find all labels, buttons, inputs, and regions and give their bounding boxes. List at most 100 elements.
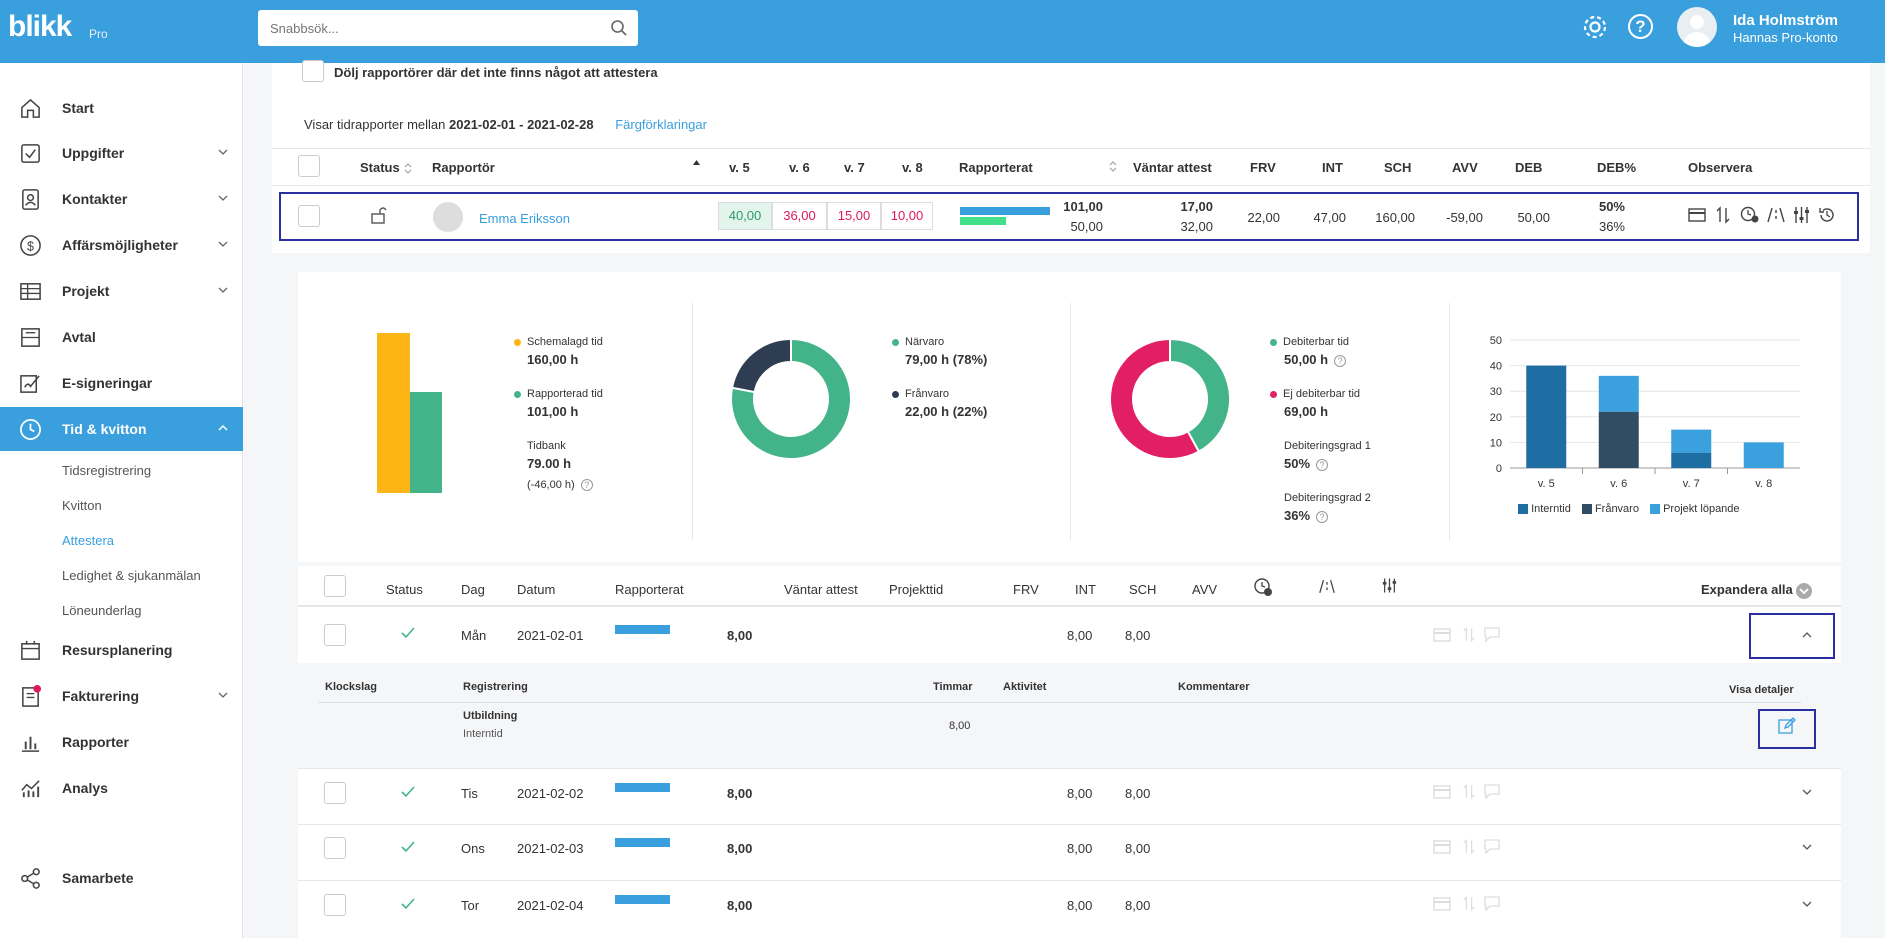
col-v8[interactable]: v. 8 <box>902 160 923 175</box>
row-checkbox[interactable] <box>298 205 320 227</box>
col-status[interactable]: Status <box>360 160 412 175</box>
sort-icon[interactable] <box>1109 161 1117 172</box>
distance-icon[interactable] <box>1766 207 1786 223</box>
day-row[interactable] <box>298 606 1841 663</box>
sidebar-sub-ledighet[interactable]: Ledighet & sjukanmälan <box>62 568 201 583</box>
sidebar-item-affarsmojligheter[interactable]: $ Affärsmöjligheter <box>0 223 243 267</box>
adjust-icon[interactable] <box>1793 206 1810 224</box>
hide-reporters-checkbox[interactable] <box>302 60 324 82</box>
search-input[interactable] <box>258 10 588 46</box>
week-cell[interactable]: 10,00 <box>881 202 933 230</box>
adjust-icon[interactable] <box>1382 577 1397 594</box>
day-row[interactable] <box>298 824 1841 880</box>
col-observera[interactable]: Observera <box>1688 160 1753 175</box>
sidebar-item-rapporter[interactable]: Rapporter <box>0 720 243 764</box>
day-row[interactable] <box>298 880 1841 938</box>
help-icon[interactable]: ? <box>1316 510 1329 523</box>
sidebar-sub-loneunderlag[interactable]: Löneunderlag <box>62 603 142 618</box>
logo[interactable]: blikk <box>8 10 72 43</box>
help-icon[interactable]: ? <box>1316 458 1329 471</box>
avatar[interactable] <box>1677 7 1717 47</box>
week-cell[interactable]: 40,00 <box>718 202 772 230</box>
day-col-dag[interactable]: Dag <box>461 582 485 597</box>
col-rapporterat[interactable]: Rapporterat <box>959 160 1033 175</box>
day-col-vantar-attest[interactable]: Väntar attest <box>784 582 858 597</box>
sidebar-item-e-signeringar[interactable]: E-signeringar <box>0 361 243 405</box>
help-icon[interactable]: ? <box>580 479 593 492</box>
day-col-frv[interactable]: FRV <box>1013 582 1039 597</box>
week-cell[interactable]: 15,00 <box>827 202 881 230</box>
history-icon[interactable] <box>1818 206 1836 224</box>
edit-registration-button[interactable] <box>1758 709 1816 749</box>
day-row-checkbox[interactable] <box>324 782 346 804</box>
col-frv[interactable]: FRV <box>1250 160 1276 175</box>
swap-icon[interactable] <box>1715 206 1731 224</box>
reporter-row[interactable] <box>279 192 1859 241</box>
col-debp[interactable]: DEB% <box>1597 160 1637 175</box>
help-icon[interactable]: ? <box>1628 14 1653 39</box>
sidebar-item-avtal[interactable]: Avtal <box>0 315 243 359</box>
sidebar-item-label: Samarbete <box>62 870 134 886</box>
col-rapportor[interactable]: Rapportör <box>432 160 495 175</box>
search-box[interactable] <box>258 10 638 46</box>
sidebar-item-tid-kvitton[interactable]: Tid & kvitton <box>0 407 243 451</box>
sidebar-item-projekt[interactable]: Projekt <box>0 269 243 313</box>
day-row-checkbox[interactable] <box>324 837 346 859</box>
expand-all-button[interactable]: Expandera alla <box>1701 582 1813 599</box>
chevron-down-icon[interactable] <box>1802 843 1812 851</box>
user-name[interactable]: Ida Holmström <box>1733 12 1839 29</box>
select-all-checkbox[interactable] <box>298 155 320 177</box>
rate1-value-text: 50% <box>1284 456 1311 471</box>
col-v5[interactable]: v. 5 <box>729 160 750 175</box>
week-cell[interactable]: 36,00 <box>772 202 827 230</box>
sidebar-sub-kvitton[interactable]: Kvitton <box>62 498 102 513</box>
col-deb[interactable]: DEB <box>1515 160 1543 175</box>
col-vantar-attest[interactable]: Väntar attest <box>1133 160 1212 175</box>
col-sch[interactable]: SCH <box>1384 160 1412 175</box>
unlock-icon[interactable] <box>370 205 390 225</box>
clock-add-icon[interactable] <box>1740 206 1760 224</box>
col-v6[interactable]: v. 6 <box>789 160 810 175</box>
sidebar-item-label: Projekt <box>62 283 110 299</box>
day-col-avv[interactable]: AVV <box>1192 582 1218 597</box>
collapse-row-button[interactable] <box>1749 613 1835 659</box>
day-row[interactable] <box>298 768 1841 824</box>
col-v7[interactable]: v. 7 <box>844 160 865 175</box>
col-avv[interactable]: AVV <box>1452 160 1478 175</box>
days-select-all-checkbox[interactable] <box>324 575 346 597</box>
card-icon[interactable] <box>1688 208 1706 222</box>
reporter-name[interactable]: Emma Eriksson <box>479 211 571 226</box>
color-legend-link[interactable]: Färgförklaringar <box>615 117 707 132</box>
sidebar-sub-attestera[interactable]: Attestera <box>62 533 115 548</box>
sort-asc-icon[interactable] <box>692 158 701 167</box>
day-col-status[interactable]: Status <box>386 582 423 597</box>
sidebar-item-uppgifter[interactable]: Uppgifter <box>0 131 243 175</box>
day-col-sch[interactable]: SCH <box>1129 582 1157 597</box>
sidebar-item-start[interactable]: Start <box>0 86 243 130</box>
day-col-projekttid[interactable]: Projekttid <box>889 582 944 597</box>
gear-icon[interactable] <box>1581 13 1609 41</box>
user-account[interactable]: Hannas Pro-konto <box>1733 30 1838 45</box>
day-row-checkbox[interactable] <box>324 624 346 646</box>
day-col-int[interactable]: INT <box>1075 582 1096 597</box>
clock-add-icon[interactable] <box>1253 577 1273 597</box>
sidebar-item-resursplanering[interactable]: Resursplanering <box>0 628 243 672</box>
sidebar-item-fakturering[interactable]: Fakturering <box>0 674 243 718</box>
sidebar-sub-tidsregistrering[interactable]: Tidsregistrering <box>62 463 152 478</box>
x-tick-label: v. 5 <box>1538 478 1555 490</box>
day-col-rapporterat[interactable]: Rapporterat <box>615 582 684 597</box>
chevron-down-icon[interactable] <box>1802 900 1812 908</box>
scheduled-time-bar <box>377 333 410 493</box>
sidebar-item-analys[interactable]: Analys <box>0 766 243 810</box>
day-row-checkbox[interactable] <box>324 894 346 916</box>
day-col-datum[interactable]: Datum <box>517 582 556 597</box>
show-details-link[interactable]: Visa detaljer <box>1729 684 1794 696</box>
chevron-down-icon[interactable] <box>1802 788 1812 796</box>
check-icon <box>401 841 415 853</box>
col-int[interactable]: INT <box>1322 160 1343 175</box>
distance-icon[interactable] <box>1318 579 1336 594</box>
search-icon[interactable] <box>610 19 628 37</box>
help-icon[interactable]: ? <box>1334 354 1347 367</box>
sidebar-item-samarbete[interactable]: Samarbete <box>0 856 243 900</box>
sidebar-item-kontakter[interactable]: Kontakter <box>0 177 243 221</box>
